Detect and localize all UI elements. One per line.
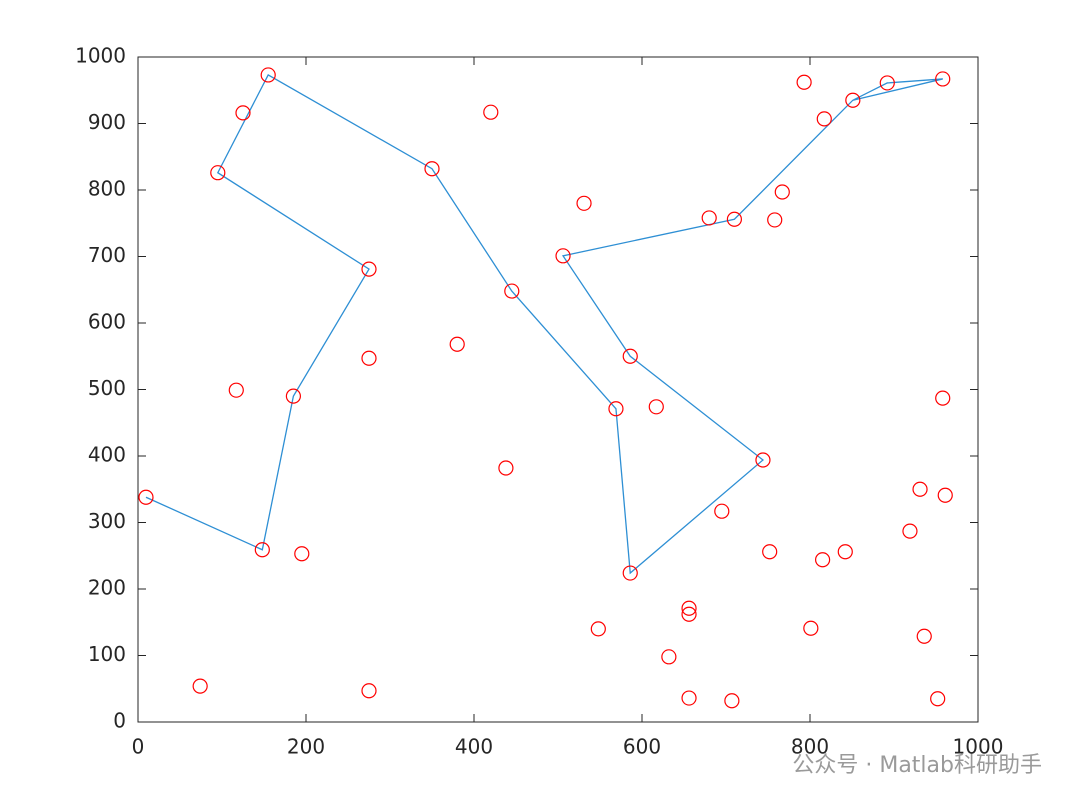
y-tick-label: 200 xyxy=(88,576,126,600)
point-marker xyxy=(837,544,853,560)
point-marker xyxy=(228,382,244,398)
y-tick-label: 1000 xyxy=(75,44,126,68)
point-marker xyxy=(755,452,771,468)
point-marker xyxy=(701,210,717,226)
point-marker xyxy=(576,195,592,211)
point-marker xyxy=(935,71,951,87)
point-marker xyxy=(814,552,831,568)
y-tick-label: 700 xyxy=(88,243,126,267)
point-marker xyxy=(648,399,664,415)
point-marker xyxy=(681,606,697,622)
point-marker xyxy=(504,283,520,299)
point-marker xyxy=(930,691,946,707)
point-marker xyxy=(726,211,743,227)
point-marker xyxy=(803,620,819,636)
point-marker xyxy=(192,678,208,694)
point-marker xyxy=(912,481,928,497)
point-marker xyxy=(724,693,740,709)
point-marker xyxy=(590,621,606,637)
point-marker xyxy=(498,460,514,476)
x-tick-label: 200 xyxy=(287,735,325,759)
point-marker xyxy=(845,92,861,108)
point-marker xyxy=(361,261,377,277)
point-marker xyxy=(816,111,832,127)
x-tick-label: 1000 xyxy=(953,735,1004,759)
point-marker xyxy=(935,390,951,406)
point-marker xyxy=(254,542,270,558)
point-marker xyxy=(681,690,697,706)
point-marker xyxy=(294,546,310,562)
point-marker xyxy=(762,544,778,560)
point-marker xyxy=(774,184,790,200)
point-marker xyxy=(483,104,499,120)
y-tick-label: 300 xyxy=(88,509,126,533)
point-marker xyxy=(361,350,377,366)
point-marker xyxy=(285,388,301,404)
point-marker xyxy=(937,487,953,503)
y-tick-label: 0 xyxy=(113,709,126,733)
point-marker xyxy=(622,565,638,581)
point-marker xyxy=(916,628,932,644)
x-tick-label: 800 xyxy=(791,735,829,759)
point-marker xyxy=(879,75,895,91)
y-tick-label: 100 xyxy=(88,642,126,666)
point-marker xyxy=(714,503,730,519)
point-marker xyxy=(138,489,154,505)
point-marker xyxy=(608,401,624,417)
y-tick-label: 400 xyxy=(88,443,126,467)
point-marker xyxy=(767,212,783,228)
point-marker xyxy=(424,161,440,177)
point-marker xyxy=(661,649,677,665)
point-marker xyxy=(796,74,812,90)
point-marker xyxy=(210,165,226,181)
y-tick-label: 800 xyxy=(88,177,126,201)
y-tick-label: 600 xyxy=(88,310,126,334)
y-tick-label: 900 xyxy=(88,110,126,134)
point-marker xyxy=(449,336,465,352)
x-tick-label: 600 xyxy=(623,735,661,759)
point-marker xyxy=(902,523,918,539)
point-marker xyxy=(260,67,276,83)
point-marker xyxy=(622,348,638,364)
point-marker xyxy=(235,105,251,121)
point-marker xyxy=(555,248,571,264)
watermark: 公众号 · Matlab科研助手 xyxy=(792,753,1042,778)
point-marker xyxy=(681,600,697,616)
point-marker xyxy=(361,683,377,699)
x-tick-label: 0 xyxy=(132,735,145,759)
x-tick-label: 400 xyxy=(455,735,493,759)
y-tick-label: 500 xyxy=(88,376,126,400)
